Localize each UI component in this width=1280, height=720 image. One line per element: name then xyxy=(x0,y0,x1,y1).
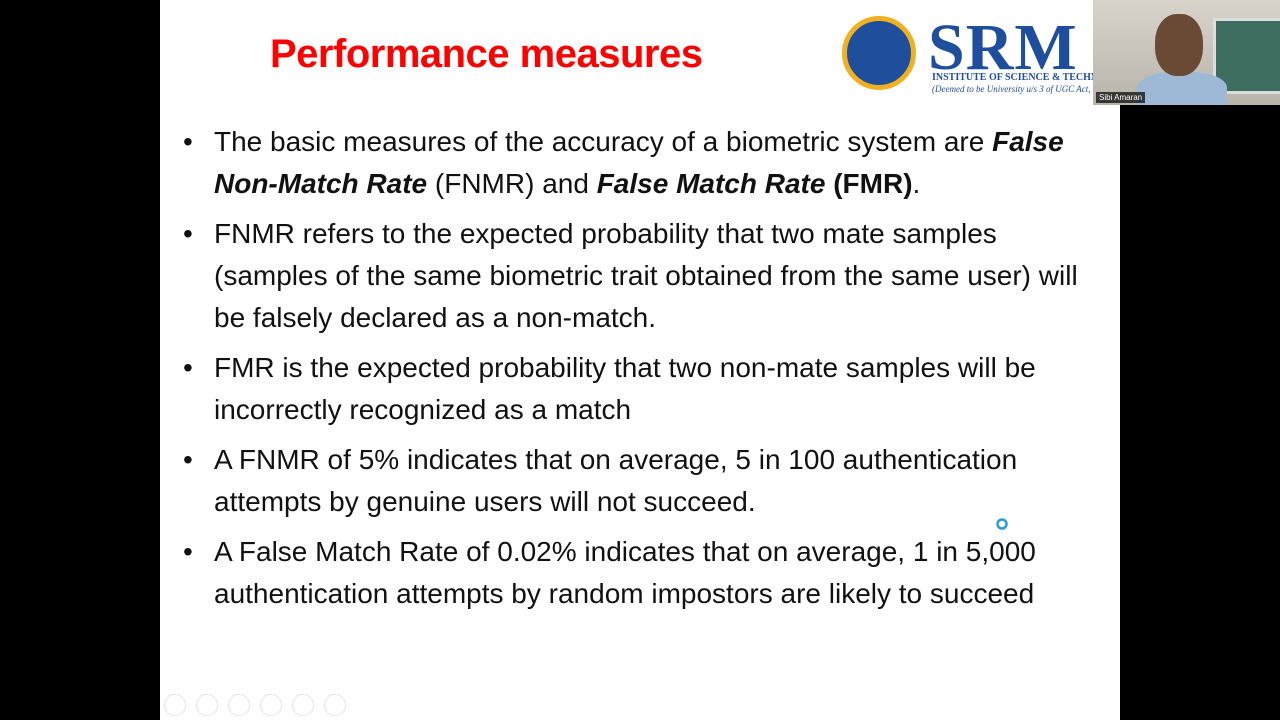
bullet: FMR is the expected probability that two… xyxy=(183,347,1094,431)
bullet-text: (FNMR) and xyxy=(427,168,597,199)
participant-name: Sibi Amaran xyxy=(1096,92,1146,103)
pen-button[interactable] xyxy=(228,694,250,716)
speaker-body xyxy=(1137,72,1227,105)
bullet-text: False Non-Match Rate xyxy=(214,126,1072,199)
bullet-text: FNMR refers to the expected probability … xyxy=(214,218,1086,333)
bullet: The basic measures of the accuracy of a … xyxy=(183,121,1094,205)
webcam-tile: Sibi Amaran xyxy=(1093,0,1280,105)
bullet-text: A False Match Rate of 0.02% indicates th… xyxy=(214,536,1044,609)
slide-toolbar xyxy=(164,694,346,716)
bullet-text: FMR is the expected probability that two… xyxy=(214,352,1044,425)
slides-button[interactable] xyxy=(260,694,282,716)
bullet-text: (FMR) xyxy=(833,168,913,199)
bullet: A False Match Rate of 0.02% indicates th… xyxy=(183,531,1094,615)
bullet: FNMR refers to the expected probability … xyxy=(183,213,1094,339)
bullet-text: False Match Rate xyxy=(596,168,826,199)
logo-seal xyxy=(842,16,916,90)
logo: SRM INSTITUTE OF SCIENCE & TECHNOLO (Dee… xyxy=(840,11,1120,96)
prev-button[interactable] xyxy=(164,694,186,716)
zoom-button[interactable] xyxy=(292,694,314,716)
logo-subtitle: INSTITUTE OF SCIENCE & TECHNOLO xyxy=(932,72,1121,83)
next-button[interactable] xyxy=(196,694,218,716)
slide-title: Performance measures xyxy=(270,32,703,76)
bullet-text: . xyxy=(912,168,921,199)
speaker-head xyxy=(1155,14,1203,76)
logo-name: SRM xyxy=(928,11,1078,84)
bullet: A FNMR of 5% indicates that on average, … xyxy=(183,439,1094,523)
bullet-list: The basic measures of the accuracy of a … xyxy=(183,121,1094,623)
slide: Performance measures SRM INSTITUTE OF SC… xyxy=(160,0,1120,720)
logo-note: (Deemed to be University u/s 3 of UGC Ac… xyxy=(932,84,1091,94)
cursor xyxy=(996,518,1008,530)
bullet-text: The basic measures of the accuracy of a … xyxy=(214,126,993,157)
bullet-text: A FNMR of 5% indicates that on average, … xyxy=(214,444,1025,517)
more-button[interactable] xyxy=(324,694,346,716)
